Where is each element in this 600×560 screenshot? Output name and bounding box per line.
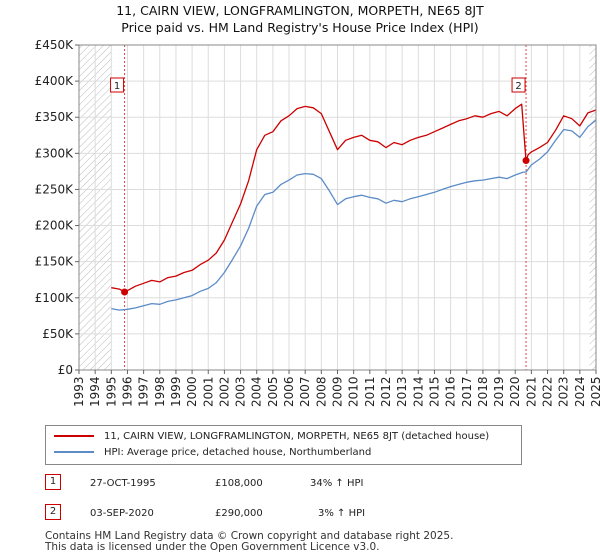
sale-point xyxy=(121,288,129,296)
x-tick-label: 1997 xyxy=(137,376,151,407)
sale-marker-box xyxy=(511,77,526,93)
sale-marker: 1 xyxy=(45,474,61,490)
x-tick-label: 2004 xyxy=(250,376,264,407)
x-tick-label: 1998 xyxy=(153,376,167,407)
y-tick-label: £0 xyxy=(58,363,73,377)
x-tick-label: 2017 xyxy=(460,376,474,407)
x-tick-label: 2002 xyxy=(217,376,231,407)
sale-point xyxy=(522,157,530,165)
sale-marker-label: 1 xyxy=(114,81,120,92)
x-tick-label: 2000 xyxy=(185,376,199,407)
legend-item-property: 11, CAIRN VIEW, LONGFRAMLINGTON, MORPETH… xyxy=(54,430,489,444)
x-tick-label: 2014 xyxy=(411,376,425,407)
legend-item-hpi: HPI: Average price, detached house, Nort… xyxy=(54,446,371,460)
sale-date: 03-SEP-2020 xyxy=(90,508,154,519)
x-tick-label: 2011 xyxy=(363,376,377,407)
y-tick-label: £350K xyxy=(35,110,75,124)
x-tick-label: 2009 xyxy=(331,376,345,407)
x-tick-label: 2005 xyxy=(266,376,280,407)
sale-marker: 2 xyxy=(45,504,61,520)
y-tick-label: £100K xyxy=(35,291,75,305)
x-tick-label: 2020 xyxy=(508,376,522,407)
legend-label-hpi: HPI: Average price, detached house, Nort… xyxy=(104,447,372,458)
x-tick-label: 2010 xyxy=(347,376,361,407)
x-tick-label: 1996 xyxy=(120,376,134,407)
y-tick-label: £400K xyxy=(35,74,75,88)
y-tick-label: £300K xyxy=(35,146,75,160)
x-tick-label: 1999 xyxy=(169,376,183,407)
x-tick-label: 2016 xyxy=(444,376,458,407)
x-tick-label: 1994 xyxy=(88,376,102,407)
series-line-property xyxy=(111,103,597,293)
sale-hpi-change: 3% ↑ HPI xyxy=(318,508,366,519)
x-tick-label: 2007 xyxy=(298,376,312,407)
legend-label-property: 11, CAIRN VIEW, LONGFRAMLINGTON, MORPETH… xyxy=(104,431,490,442)
y-tick-label: £200K xyxy=(35,219,75,233)
x-tick-label: 2024 xyxy=(573,376,587,407)
x-tick-label: 2022 xyxy=(541,376,555,407)
price-chart: 1 2 £0 £50K £100K £150K £200K £250K £300K £350K £… xyxy=(35,38,600,407)
sale-date: 27-OCT-1995 xyxy=(90,478,156,489)
hatched-region xyxy=(589,45,596,370)
chart-title-line1: 11, CAIRN VIEW, LONGFRAMLINGTON, MORPETH… xyxy=(116,3,484,18)
x-tick-label: 2006 xyxy=(282,376,296,407)
legend-swatch-hpi xyxy=(54,451,94,453)
sale-hpi-change: 34% ↑ HPI xyxy=(310,478,364,489)
x-tick-label: 2003 xyxy=(234,376,248,407)
sale-marker-label: 2 xyxy=(515,81,521,92)
x-tick-label: 2012 xyxy=(379,376,393,407)
x-tick-label: 2008 xyxy=(314,376,328,407)
x-tick-label: 2025 xyxy=(589,376,600,407)
y-tick-label: £250K xyxy=(35,182,75,196)
y-tick-label: £450K xyxy=(35,38,75,52)
x-tick-label: 1993 xyxy=(72,376,86,407)
x-tick-label: 2019 xyxy=(492,376,506,407)
sale-price: £290,000 xyxy=(215,508,263,519)
y-tick-label: £150K xyxy=(35,255,75,269)
chart-legend: 11, CAIRN VIEW, LONGFRAMLINGTON, MORPETH… xyxy=(45,425,522,465)
footer-attribution: Contains HM Land Registry data © Crown c… xyxy=(45,531,453,553)
footer-line2: This data is licensed under the Open Gov… xyxy=(45,541,380,553)
x-tick-label: 2001 xyxy=(201,376,215,407)
y-tick-label: £50K xyxy=(42,327,74,341)
x-tick-label: 2015 xyxy=(427,376,441,407)
x-tick-label: 1995 xyxy=(104,376,118,407)
x-tick-label: 2021 xyxy=(524,376,538,407)
series-line-hpi xyxy=(111,119,597,311)
footer-line1: Contains HM Land Registry data © Crown c… xyxy=(45,530,454,542)
x-tick-label: 2023 xyxy=(557,376,571,407)
x-tick-label: 2018 xyxy=(476,376,490,407)
sale-price: £108,000 xyxy=(215,478,263,489)
legend-swatch-property xyxy=(54,435,94,437)
sale-marker-box xyxy=(110,77,125,93)
x-tick-label: 2013 xyxy=(395,376,409,407)
chart-title-line2: Price paid vs. HM Land Registry's House … xyxy=(121,20,479,35)
